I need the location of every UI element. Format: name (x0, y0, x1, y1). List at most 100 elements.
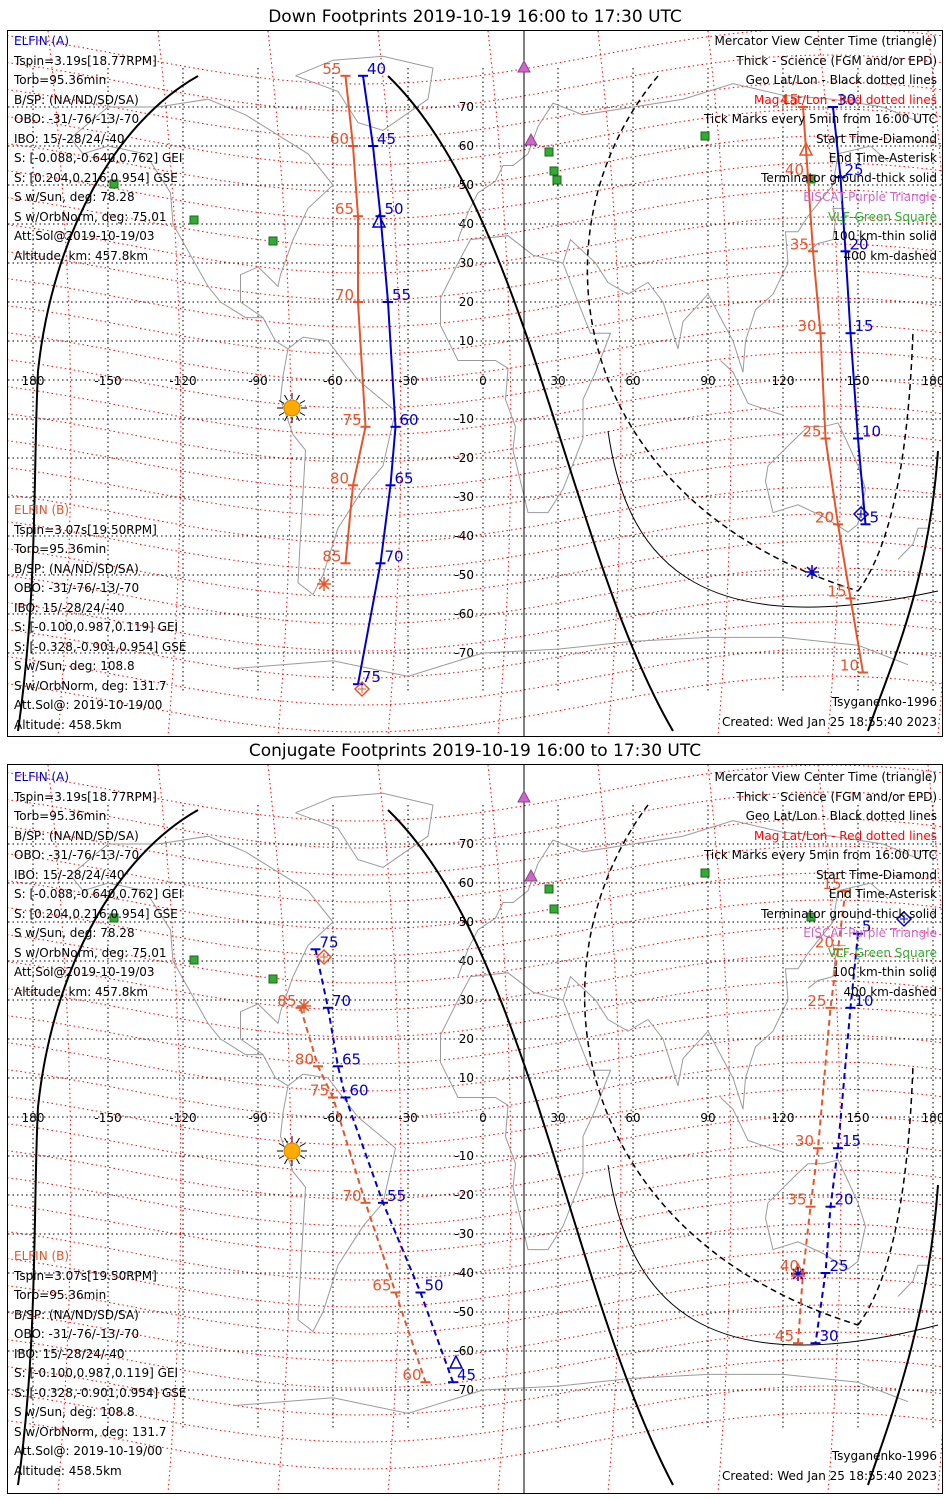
view-center-triangle (798, 141, 814, 156)
coastline (70, 835, 397, 1333)
lat-tick-label: 70 (459, 100, 474, 114)
elfin-b-attsol: Att.Sol@: 2019-10-19/00 (14, 1444, 163, 1458)
tick-label: 45 (775, 1327, 794, 1345)
tick-label: 40 (367, 60, 386, 78)
elfin-b-gei: S: [-0.100,0.987,0.119] GEI (14, 1366, 179, 1380)
terminator-line (607, 1164, 939, 1346)
legend-eiscat: EISCAT-Purple Triangle (803, 190, 937, 204)
legend-start-time: Start Time-Diamond (815, 867, 937, 882)
lat-tick-label: 30 (459, 256, 474, 270)
elfin-b-track-west-line (299, 1007, 427, 1383)
lat-tick-label: -30 (454, 490, 474, 504)
terminator-line (17, 1106, 39, 1486)
map-canvas[interactable]: 180 -150 -120 -90 -60 -30 0 30 60 90 120 150 180 70 60… (8, 765, 942, 1493)
map-canvas[interactable]: 180 -150 -120 -90 -60 -30 0 30 60 90 120 150 180 70 60… (8, 31, 942, 736)
lon-tick-label: 150 (847, 374, 870, 388)
lat-tick-label: 60 (459, 876, 474, 890)
lat-tick-label: -10 (454, 412, 474, 426)
lon-tick-label: 180 (22, 1111, 45, 1125)
elfin-a-track-west: 40 45 50 55 60 65 70 75 (353, 60, 419, 686)
lat-tick-label: 10 (459, 1071, 474, 1085)
lon-tick-label: 120 (772, 374, 795, 388)
elfin-b-altitude: Altitude: 458.5km (14, 717, 122, 732)
elfin-a-tspin: Tspin=3.19s[18.77RPM] (14, 789, 157, 804)
lon-tick-label: -90 (248, 374, 268, 388)
elfin-b-bsp: B/SP: (NA/ND/SD/SA) (14, 1307, 139, 1322)
tick-label: 30 (795, 1132, 814, 1150)
mag-lat-line (8, 1061, 942, 1119)
elfin-a-orbnorm-angle: S w/OrbNorm, deg: 75.01 (14, 209, 167, 224)
vlf-square (700, 868, 710, 878)
elfin-b-torb: Torb=95.36min (14, 1288, 107, 1302)
tick-label: 55 (392, 286, 411, 304)
coastline (70, 137, 263, 319)
tick-label: 70 (342, 1187, 361, 1205)
tick-label: 25 (802, 423, 821, 441)
lat-tick-label: -60 (454, 607, 474, 621)
elfin-a-attsol: Att.Sol@2019-10-19/03 (14, 965, 155, 979)
tick-label: 75 (362, 668, 381, 686)
start-diamond (353, 680, 371, 698)
sun-ray (284, 1158, 288, 1165)
lat-tick-label: 20 (459, 295, 474, 309)
end-asterisk (298, 1000, 310, 1012)
view-center-triangle (790, 1262, 806, 1277)
elfin-a-gei: S: [-0.088,-0.640,0.762] GEI (14, 151, 183, 165)
lon-tick-label: -120 (169, 374, 196, 388)
sun-ray (299, 412, 306, 416)
vlf-square (189, 955, 199, 965)
tick-label: 65 (335, 200, 354, 218)
elfin-b-tspin: Tspin=3.07s[19.50RPM] (14, 1268, 157, 1283)
mag-lon-line (487, 765, 512, 1493)
terminator-line (584, 804, 859, 1326)
lon-tick-label: 90 (700, 374, 715, 388)
elfin-a-gse: S: [0.204,0.216,0.954] GSE (14, 906, 178, 921)
tick-label: 75 (320, 933, 339, 951)
tick-label: 65 (342, 1050, 361, 1068)
eiscat-markers (517, 789, 538, 882)
mag-lon-line (47, 765, 72, 1493)
tick-label: 45 (457, 1366, 476, 1384)
lon-tick-label: 180 (22, 374, 45, 388)
lat-tick-label: 40 (459, 217, 474, 231)
mag-lon-line (597, 765, 622, 1493)
coastline (457, 820, 921, 977)
lon-tick-label: 60 (625, 374, 640, 388)
eiscat-triangle (524, 132, 538, 146)
elfin-a-ibo: IBO: 15/-28/24/-40 (14, 867, 125, 882)
legend-view-center: Mercator View Center Time (triangle) (714, 770, 937, 784)
tick-label: 65 (395, 469, 414, 487)
legend-terminator: Terminator ground-thick solid (761, 170, 937, 185)
elfin-a-track-west-line (314, 949, 454, 1383)
panel-title-conjugate: Conjugate Footprints 2019-10-19 16:00 to… (248, 741, 702, 761)
elfin-a-track-west: 75 70 65 60 55 50 45 (310, 933, 476, 1384)
coastlines (70, 55, 928, 677)
tick-label: 45 (780, 91, 799, 109)
sun-ray (278, 1155, 285, 1159)
panel-title-down: Down Footprints 2019-10-19 16:00 to 17:3… (268, 7, 682, 27)
tick-label: 10 (840, 657, 859, 675)
tick-label: 45 (377, 130, 396, 148)
elfin-a-gei: S: [-0.088,-0.640,0.762] GEI (14, 887, 183, 901)
lon-tick-label: 180 (922, 1111, 942, 1125)
tick-label: 25 (807, 992, 826, 1010)
lat-tick-label: -70 (454, 646, 474, 660)
coastline (720, 1097, 784, 1153)
lon-tick-label: -150 (94, 1111, 121, 1125)
legend-view-center: Mercator View Center Time (triangle) (714, 34, 937, 48)
tick-label: 25 (845, 161, 864, 179)
coastline (232, 1373, 909, 1414)
lat-tick-label: -50 (454, 568, 474, 582)
sun-disc (283, 1142, 301, 1160)
sun-ray (278, 412, 285, 416)
tick-label: 60 (330, 130, 349, 148)
vlf-square (806, 174, 816, 184)
elfin-b-attsol: Att.Sol@: 2019-10-19/00 (14, 698, 163, 712)
elfin-a-attsol: Att.Sol@2019-10-19/03 (14, 229, 155, 243)
sun-ray (284, 415, 288, 422)
sun-ray (296, 394, 300, 401)
tick-label: 80 (295, 1050, 314, 1068)
lon-tick-label: -30 (398, 1111, 418, 1125)
tick-label: 50 (385, 200, 404, 218)
coastline (807, 207, 846, 252)
